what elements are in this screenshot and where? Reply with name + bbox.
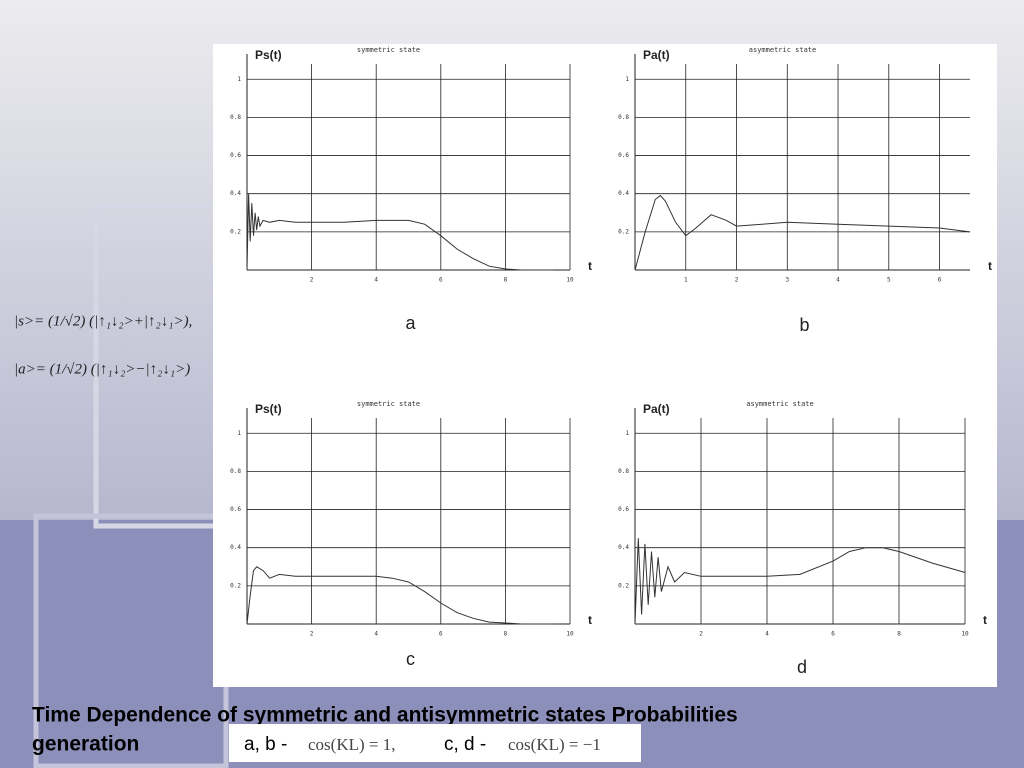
- panel-label: a: [405, 313, 416, 333]
- y-tick-label: 0.6: [230, 152, 241, 159]
- y-tick-label: 0.4: [618, 190, 629, 197]
- x-tick-label: 1: [684, 277, 688, 284]
- y-axis-label: Pa(t): [643, 402, 670, 416]
- y-tick-label: 0.4: [618, 544, 629, 551]
- x-tick-label: 2: [735, 277, 739, 284]
- chart-title: symmetric state: [357, 46, 420, 54]
- y-tick-label: 0.6: [618, 152, 629, 159]
- figure-panel: [213, 44, 997, 687]
- caption: Time Dependence of symmetric and antisym…: [32, 704, 738, 727]
- x-tick-label: 6: [938, 277, 942, 284]
- y-axis-label: Pa(t): [643, 48, 670, 62]
- y-tick-label: 0.8: [230, 468, 241, 475]
- x-tick-label: 4: [765, 631, 769, 638]
- x-tick-label: 2: [699, 631, 703, 638]
- x-tick-label: 5: [887, 277, 891, 284]
- y-tick-label: 1: [237, 430, 241, 437]
- data-line: [246, 566, 554, 625]
- data-line: [634, 194, 971, 271]
- y-tick-label: 1: [625, 430, 629, 437]
- x-tick-label: 6: [439, 631, 443, 638]
- y-tick-label: 0.4: [230, 190, 241, 197]
- x-tick-label: 2: [310, 631, 314, 638]
- y-tick-label: 0.8: [618, 114, 629, 121]
- chart-title: asymmetric state: [749, 46, 816, 54]
- x-tick-label: 6: [439, 277, 443, 284]
- y-tick-label: 1: [237, 76, 241, 83]
- x-tick-label: 3: [785, 277, 789, 284]
- y-axis-label: Ps(t): [255, 402, 282, 416]
- y-tick-label: 0.2: [618, 582, 629, 589]
- x-axis-label: t: [588, 259, 592, 273]
- x-axis-label: t: [588, 613, 592, 627]
- y-tick-label: 0.2: [618, 228, 629, 235]
- legend-box: [229, 724, 641, 762]
- data-line: [634, 538, 966, 625]
- x-tick-label: 10: [566, 631, 574, 638]
- panel-label: d: [797, 657, 807, 677]
- panel-label: c: [406, 649, 415, 669]
- panel-label: b: [799, 315, 809, 335]
- y-tick-label: 0.8: [618, 468, 629, 475]
- x-tick-label: 10: [961, 631, 969, 638]
- y-tick-label: 1: [625, 76, 629, 83]
- y-tick-label: 0.8: [230, 114, 241, 121]
- formula: |s>= (1/√2) (|↑₁↓₂>+|↑₂↓₁>),: [14, 313, 192, 329]
- y-tick-label: 0.6: [230, 506, 241, 513]
- x-tick-label: 8: [897, 631, 901, 638]
- legend-formula: cos(KL) = −1: [508, 735, 601, 754]
- x-tick-label: 4: [836, 277, 840, 284]
- x-tick-label: 8: [504, 277, 508, 284]
- x-axis-label: t: [988, 259, 992, 273]
- x-tick-label: 2: [310, 277, 314, 284]
- caption: generation: [32, 733, 139, 756]
- x-tick-label: 8: [504, 631, 508, 638]
- chart-title: symmetric state: [357, 400, 420, 408]
- chart-title: asymmetric state: [746, 400, 813, 408]
- y-tick-label: 0.6: [618, 506, 629, 513]
- y-tick-label: 0.4: [230, 544, 241, 551]
- y-tick-label: 0.2: [230, 582, 241, 589]
- y-axis-label: Ps(t): [255, 48, 282, 62]
- x-tick-label: 4: [374, 631, 378, 638]
- formula: |a>= (1/√2) (|↑₁↓₂>−|↑₂↓₁>): [14, 361, 190, 377]
- x-axis-label: t: [983, 613, 987, 627]
- y-tick-label: 0.2: [230, 228, 241, 235]
- legend-formula: cos(KL) = 1,: [308, 735, 395, 754]
- x-tick-label: 10: [566, 277, 574, 284]
- legend-label: a, b -: [244, 734, 287, 755]
- x-tick-label: 4: [374, 277, 378, 284]
- x-tick-label: 6: [831, 631, 835, 638]
- data-line: [246, 193, 554, 271]
- legend-label: c, d -: [444, 734, 486, 755]
